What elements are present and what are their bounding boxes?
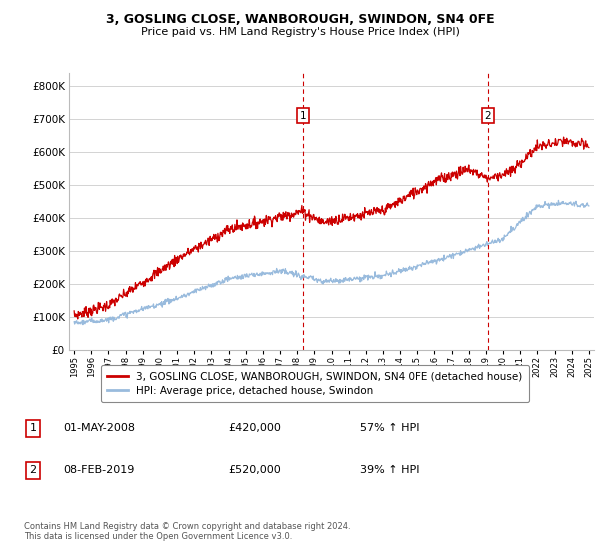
Text: 2: 2 bbox=[29, 465, 37, 475]
Text: 1: 1 bbox=[299, 111, 306, 121]
Text: 3, GOSLING CLOSE, WANBOROUGH, SWINDON, SN4 0FE: 3, GOSLING CLOSE, WANBOROUGH, SWINDON, S… bbox=[106, 13, 494, 26]
Text: Contains HM Land Registry data © Crown copyright and database right 2024.
This d: Contains HM Land Registry data © Crown c… bbox=[24, 522, 350, 542]
Text: Price paid vs. HM Land Registry's House Price Index (HPI): Price paid vs. HM Land Registry's House … bbox=[140, 27, 460, 37]
Text: 1: 1 bbox=[29, 423, 37, 433]
Text: 57% ↑ HPI: 57% ↑ HPI bbox=[360, 423, 419, 433]
Text: 2: 2 bbox=[484, 111, 491, 121]
Text: £420,000: £420,000 bbox=[228, 423, 281, 433]
Text: £520,000: £520,000 bbox=[228, 465, 281, 475]
Text: 01-MAY-2008: 01-MAY-2008 bbox=[63, 423, 135, 433]
Legend: 3, GOSLING CLOSE, WANBOROUGH, SWINDON, SN4 0FE (detached house), HPI: Average pr: 3, GOSLING CLOSE, WANBOROUGH, SWINDON, S… bbox=[101, 365, 529, 402]
Text: 08-FEB-2019: 08-FEB-2019 bbox=[63, 465, 134, 475]
Text: 39% ↑ HPI: 39% ↑ HPI bbox=[360, 465, 419, 475]
